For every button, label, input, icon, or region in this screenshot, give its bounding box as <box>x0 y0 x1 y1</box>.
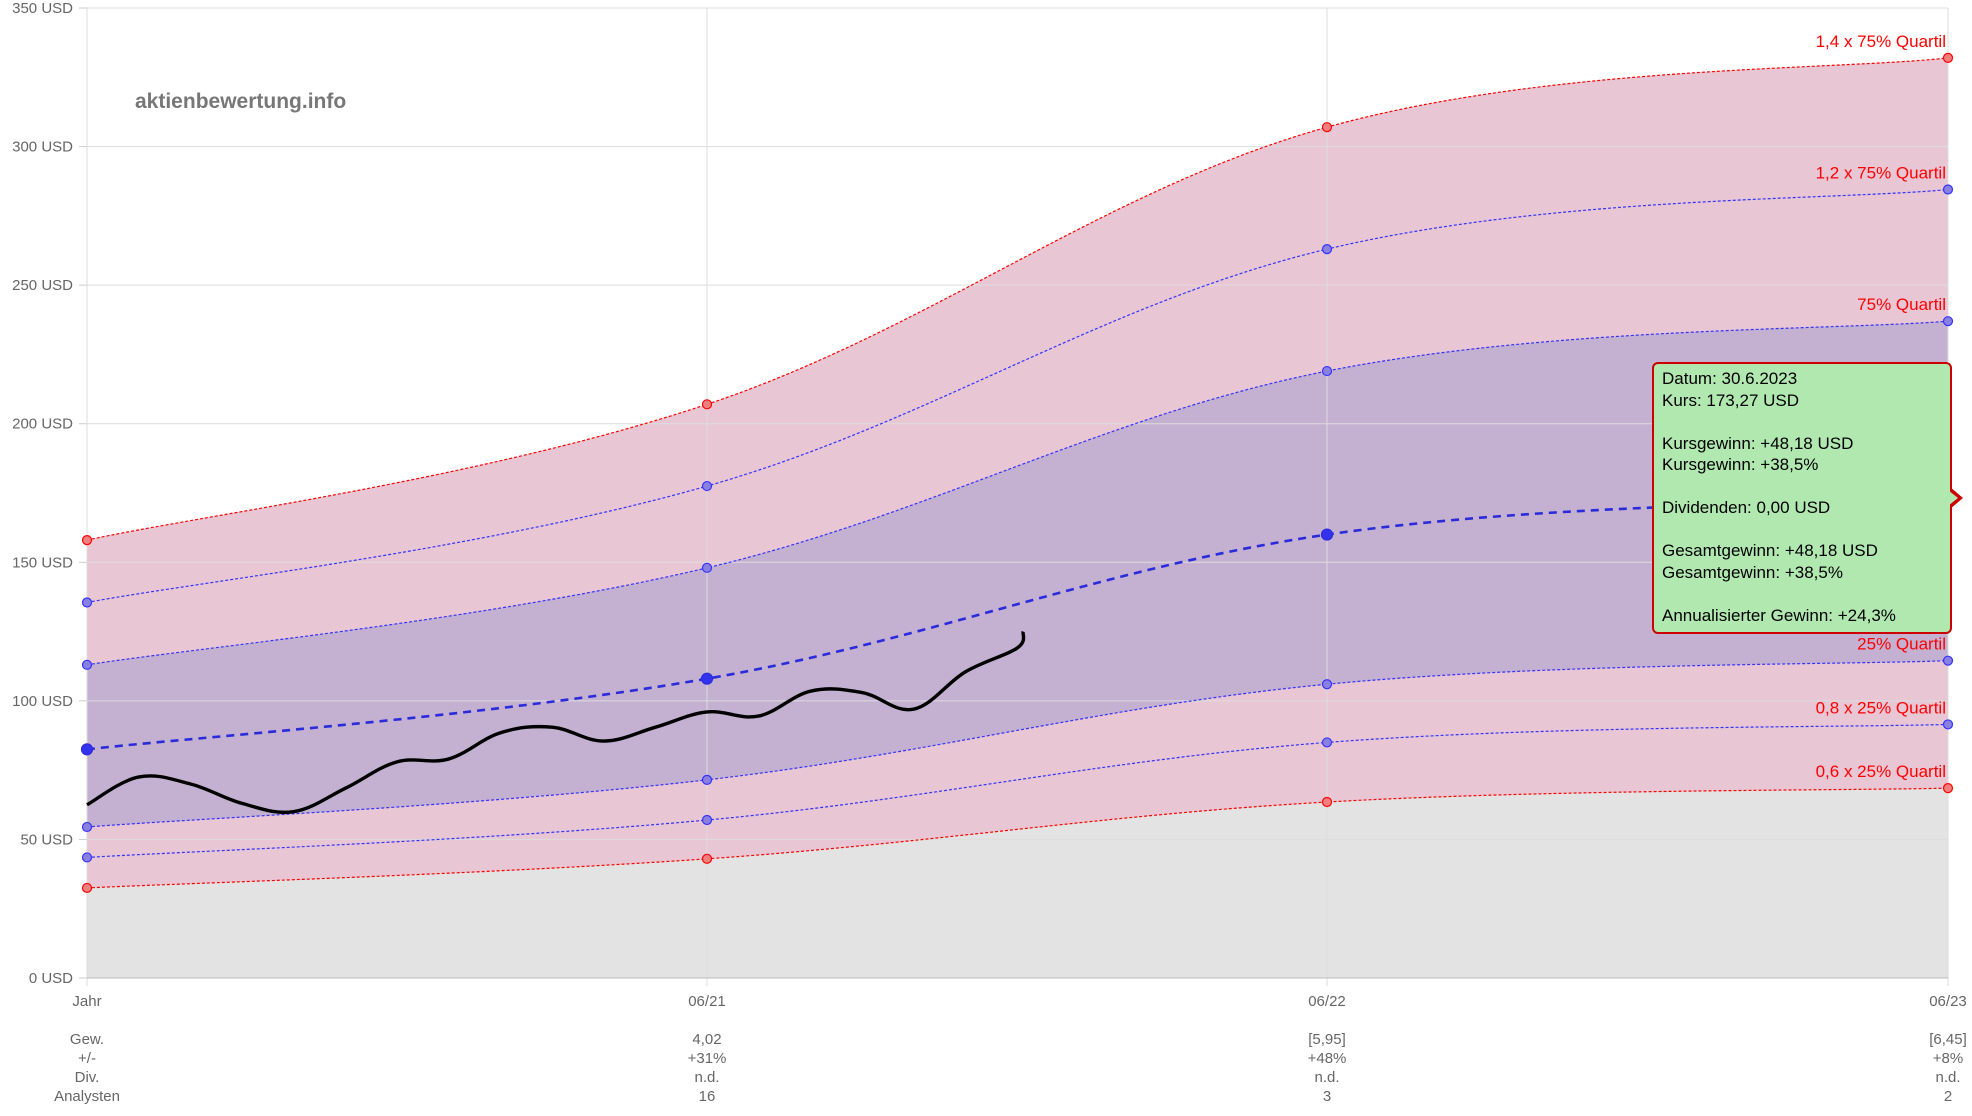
band-point <box>1942 719 1954 730</box>
footer-cell: +8% <box>1933 1050 1963 1067</box>
data-tooltip: Datum: 30.6.2023 Kurs: 173,27 USD Kursgewi… <box>1652 362 1952 634</box>
y-tick-label: 50 USD <box>20 831 73 848</box>
footer-cell: 3 <box>1323 1088 1331 1105</box>
price-series <box>86 630 1026 815</box>
y-tick-label: 200 USD <box>12 416 73 433</box>
band-label: 1,2 x 75% Quartil <box>1816 164 1946 183</box>
tooltip-line: Datum: 30.6.2023 <box>1662 369 1798 388</box>
tooltip-spacer <box>1662 583 1942 605</box>
band-point <box>80 743 94 756</box>
band-line <box>86 320 1949 666</box>
footer-cell: n.d. <box>1935 1069 1960 1086</box>
band-point <box>701 399 713 410</box>
band-point <box>81 535 93 546</box>
footer-cell: n.d. <box>1314 1069 1339 1086</box>
band-point <box>701 480 713 492</box>
x-tick-label: Jahr <box>72 993 101 1010</box>
band-point <box>701 853 713 864</box>
grid-lines <box>79 7 1949 986</box>
tooltip-spacer <box>1662 519 1942 541</box>
band-label: 0,6 x 25% Quartil <box>1816 762 1946 781</box>
tooltip-line: Kursgewinn: +38,5% <box>1662 455 1819 474</box>
y-tick-label: 250 USD <box>12 277 73 294</box>
tooltip-spacer <box>1662 476 1942 498</box>
tooltip-line: Dividenden: 0,00 USD <box>1662 498 1831 517</box>
footer-cell: 4,02 <box>692 1031 721 1048</box>
band-label: 1,4 x 75% Quartil <box>1816 32 1946 51</box>
band-label: 75% Quartil <box>1857 295 1946 314</box>
band-line <box>86 660 1949 828</box>
footer-cell: n.d. <box>694 1069 719 1086</box>
footer-cell: 16 <box>699 1088 716 1105</box>
footer-row-label: Div. <box>75 1069 100 1086</box>
x-tick-label: 06/22 <box>1308 993 1346 1010</box>
band-line <box>86 57 1949 541</box>
tooltip-pointer-fill <box>1948 490 1958 506</box>
band-point <box>1942 783 1954 794</box>
footer-cell: +31% <box>688 1050 727 1067</box>
footer-cell: [6,45] <box>1929 1031 1967 1048</box>
band-point <box>81 821 93 833</box>
x-tick-label: 06/23 <box>1929 993 1967 1010</box>
tooltip-line: Kurs: 173,27 USD <box>1662 390 1800 410</box>
tooltip-spacer <box>1662 411 1942 433</box>
band-point <box>1320 528 1334 541</box>
band-point <box>1321 737 1333 748</box>
y-tick-label: 350 USD <box>12 0 73 17</box>
tooltip-line: Annualisierter Gewinn: +24,3% <box>1662 605 1896 625</box>
band-line <box>86 188 1949 604</box>
footer-row-label: Gew. <box>70 1031 104 1048</box>
price-line <box>86 630 1026 815</box>
band-point <box>81 882 93 894</box>
band-point <box>1321 796 1333 808</box>
tooltip-line: Gesamtgewinn: +38,5% <box>1662 562 1843 582</box>
band-point <box>1321 244 1333 255</box>
band-point <box>81 659 93 670</box>
y-tick-label: 100 USD <box>12 693 73 710</box>
footer-row-label: Analysten <box>54 1088 120 1105</box>
y-tick-label: 0 USD <box>29 970 73 987</box>
lower-fill <box>87 788 1948 978</box>
footer-cell: 2 <box>1944 1088 1952 1105</box>
tooltip-line: Kursgewinn: +48,18 USD <box>1662 433 1854 453</box>
footer-cell: [5,95] <box>1308 1031 1346 1048</box>
band-label: 25% Quartil <box>1857 635 1946 654</box>
band-point <box>701 562 713 573</box>
band-point <box>1321 365 1333 377</box>
tooltip-line: Gesamtgewinn: +48,18 USD <box>1662 541 1878 560</box>
footer-row-label: +/- <box>78 1050 96 1067</box>
y-axis-ticks: 0 USD 50 USD 100 USD 150 USD 200 USD 250 USD 3… <box>12 0 73 987</box>
band-point <box>1942 655 1954 666</box>
y-tick-label: 150 USD <box>12 554 73 571</box>
band-line <box>86 787 1949 889</box>
watermark-logo: aktienbewertung.info <box>135 90 346 113</box>
band-point <box>700 672 714 685</box>
band-label: 0,8 x 25% Quartil <box>1816 698 1946 717</box>
band-point <box>1321 679 1333 690</box>
band-point <box>1942 52 1954 63</box>
band-point <box>701 814 713 826</box>
band-point <box>1942 316 1954 327</box>
y-tick-label: 300 USD <box>12 139 73 156</box>
band-point <box>1321 122 1333 133</box>
band-point <box>81 852 93 863</box>
band-point <box>1942 184 1954 195</box>
footer-table: Gew. +/- Div. Analysten 4,02 +31% n.d. 16 [5,95]… <box>54 1031 1967 1105</box>
footer-cell: +48% <box>1308 1050 1347 1067</box>
band-point <box>701 774 713 785</box>
band-point <box>81 597 93 608</box>
x-axis-ticks: Jahr 06/21 06/22 06/23 <box>72 993 1966 1010</box>
x-tick-label: 06/21 <box>688 993 726 1010</box>
